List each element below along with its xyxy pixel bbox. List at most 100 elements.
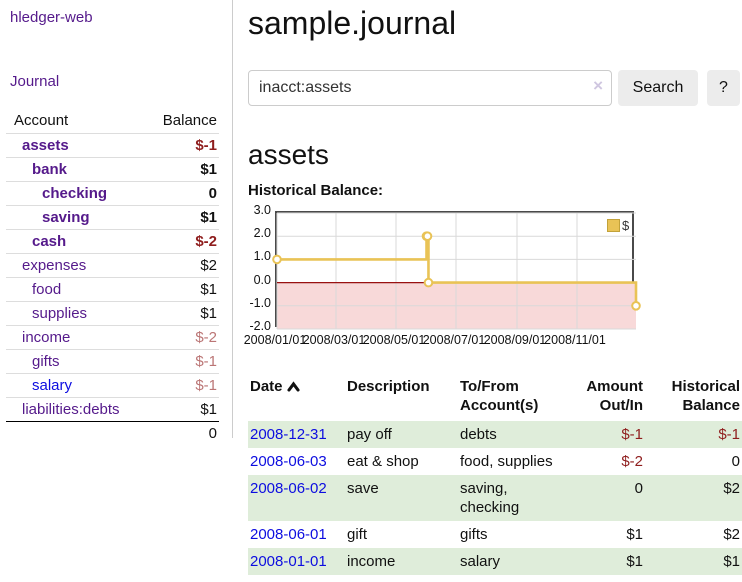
account-row: salary $-1 [6,373,219,398]
search-form: × Search ? [248,70,742,106]
transaction-row: 2008-06-01 gift gifts $1 $2 [248,521,742,548]
legend-swatch-icon [607,219,620,232]
transaction-date-link[interactable]: 2008-06-03 [250,453,327,470]
chart-legend: $ [607,218,629,233]
x-axis-tick-label: 2008/07/01 [422,333,486,347]
account-link-gifts[interactable]: gifts [32,353,60,370]
transaction-accounts: debts [458,421,570,448]
transaction-amount: $-1 [570,421,645,448]
register-col-date[interactable]: Date [248,375,345,421]
account-heading: assets [248,139,329,170]
account-row: checking 0 [6,181,219,206]
transaction-balance: $2 [723,526,740,543]
brand-link[interactable]: hledger-web [10,9,93,26]
chart-canvas [272,212,641,330]
account-row: bank $1 [6,157,219,182]
transaction-description: eat & shop [347,453,419,470]
account-balance: $1 [142,301,219,326]
account-balance: $1 [142,397,219,422]
historical-balance-chart: $ 3.0 2.0 1.0 0.0 -1.0 -2.0 2008/01/01 2008/03… [244,203,742,353]
accounts-table: Account Balance assets $-1 bank $1 check… [6,110,219,445]
register-col-description[interactable]: Description [347,378,430,395]
clear-search-icon[interactable]: × [593,76,603,95]
search-input[interactable] [248,70,612,106]
register-col-date-label: Date [250,378,283,395]
account-balance: $-1 [142,373,219,398]
y-axis-tick-label: 2.0 [253,226,271,241]
account-balance: $-2 [142,325,219,350]
chart-title: Historical Balance: [248,182,384,199]
account-link-bank[interactable]: bank [32,161,68,178]
transaction-description: income [345,548,458,575]
transaction-date-link[interactable]: 2008-12-31 [250,426,327,443]
account-row: food $1 [6,277,219,302]
transaction-accounts: salary [458,548,570,575]
transaction-accounts: food, supplies [460,453,553,470]
help-button[interactable]: ? [707,70,740,106]
account-link-supplies[interactable]: supplies [32,305,88,322]
sort-ascending-icon [286,378,300,397]
account-row: assets $-1 [6,133,219,158]
transaction-date-link[interactable]: 2008-01-01 [250,553,327,570]
transaction-balance: $-1 [645,421,742,448]
x-axis-tick-label: 2008/01/01 [243,333,307,347]
transaction-description: gift [347,526,368,543]
register-table: Date Description To/From Account(s) Amou… [248,375,742,575]
account-balance: $-1 [142,349,219,374]
sidebar: hledger-web Journal Account Balance asse… [0,0,232,445]
transaction-row: 2008-12-31 pay off debts $-1 $-1 [248,421,742,448]
transaction-description: save [345,475,458,521]
account-link-saving[interactable]: saving [42,209,90,226]
account-row: liabilities:debts $1 [6,397,219,422]
account-balance: $1 [142,157,219,182]
account-link-income[interactable]: income [22,329,71,346]
account-link-checking[interactable]: checking [42,185,108,202]
transaction-row: 2008-06-02 save saving, checking 0 $2 [248,475,742,521]
transaction-amount: 0 [570,475,645,521]
accounts-total-value: 0 [142,421,219,445]
x-axis-tick-label: 2008/09/01 [483,333,547,347]
transaction-accounts: gifts [460,526,488,543]
accounts-col-balance: Balance [162,112,217,129]
account-link-liabilities-debts[interactable]: liabilities:debts [22,401,120,418]
accounts-header-row: Account Balance [6,110,219,134]
transaction-description: pay off [345,421,458,448]
transaction-balance: $2 [645,475,742,521]
account-link-assets[interactable]: assets [22,137,69,154]
transaction-balance: $1 [645,548,742,575]
main-pane: sample.journal × Search ? assets Histori… [244,0,742,575]
account-balance: 0 [142,181,219,206]
register-col-accounts[interactable]: To/From Account(s) [460,378,539,414]
transaction-date-link[interactable]: 2008-06-02 [250,480,327,497]
y-axis-tick-label: -1.0 [249,295,271,310]
account-balance: $1 [142,205,219,230]
register-col-amount[interactable]: Amount Out/In [586,378,643,414]
y-axis-tick-label: -2.0 [249,319,271,333]
transaction-row: 2008-06-03 eat & shop food, supplies $-2… [248,448,742,475]
transaction-amount: $-2 [621,453,643,470]
account-balance: $-1 [142,133,219,158]
account-row: supplies $1 [6,301,219,326]
account-link-cash[interactable]: cash [32,233,67,250]
x-axis-tick-label: 2008/11/01 [544,333,606,347]
account-row: income $-2 [6,325,219,350]
transaction-date-link[interactable]: 2008-06-01 [250,526,327,543]
account-link-expenses[interactable]: expenses [22,257,87,274]
account-link-salary[interactable]: salary [32,377,73,394]
legend-label: $ [622,218,630,233]
account-row: cash $-2 [6,229,219,254]
search-button[interactable]: Search [618,70,698,106]
account-balance: $1 [142,277,219,302]
register-col-balance[interactable]: Historical Balance [671,378,740,414]
y-axis-tick-label: 0.0 [253,272,271,287]
chart-plot-area [272,211,641,330]
account-balance: $2 [142,253,219,278]
sidebar-divider [232,0,233,438]
page-title: sample.journal [248,5,457,41]
transaction-amount: $1 [570,548,645,575]
sidebar-item-journal[interactable]: Journal [10,73,60,90]
x-axis-tick-label: 2008/03/01 [302,333,366,347]
transaction-row: 2008-01-01 income salary $1 $1 [248,548,742,575]
account-row: gifts $-1 [6,349,219,374]
account-link-food[interactable]: food [32,281,62,298]
